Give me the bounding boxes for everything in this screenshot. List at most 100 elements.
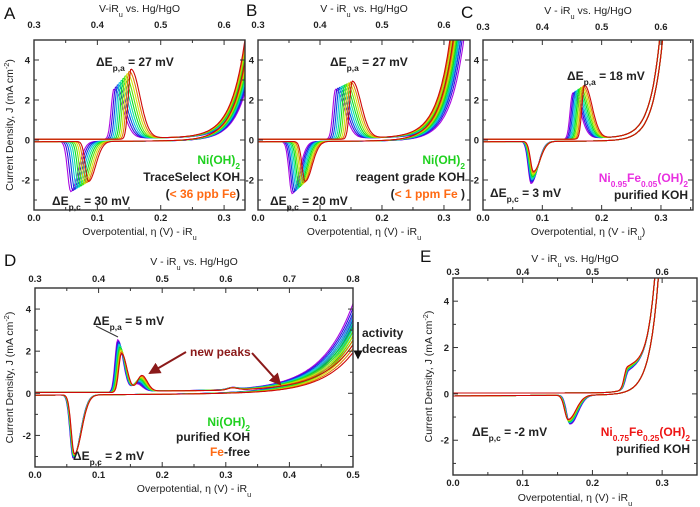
y-tick-label: 2 (26, 347, 31, 358)
top-tick-label: 0.5 (595, 22, 609, 33)
y-tick-label: 0 (25, 136, 30, 147)
y-tick-label: 4 (444, 297, 450, 308)
cycle-10-cathodic-scan (258, 40, 454, 183)
top-axis-label: V - iRu vs. Hg/HgO (544, 5, 632, 21)
x-axis-label: Overpotential, η (V) - iRu (518, 492, 632, 507)
annotation: Ni0.75Fe0.25(OH)2 (601, 425, 691, 443)
x-axis-label: Overpotential, η (V) - iRu (137, 483, 251, 499)
annotation: ΔEp,a = 5 mV (93, 314, 164, 332)
panel-E: 0.0 0.1 0.2 0.3 0.3 0.4 0.5 0.6 -2 0 2 4 V - iRu vs.… (420, 247, 698, 507)
cv-curves (34, 40, 245, 193)
top-tick-label: 0.6 (219, 274, 232, 285)
new-peak-arrow-2 (251, 352, 282, 386)
y-tick-label: 4 (26, 305, 32, 316)
panel-letter: C (461, 3, 473, 22)
x-tick-label: 0.0 (476, 213, 489, 224)
x-tick-label: 0.0 (27, 213, 40, 224)
x-tick-label: 0.3 (219, 470, 232, 481)
top-tick-label: 0.3 (27, 20, 40, 31)
panel-D: 0.0 0.1 0.2 0.3 0.4 0.5 0.3 0.4 0.5 0.6 0.7 0.8 -2 0 2… (2, 251, 408, 499)
y-axis-label: Current Density, J (mA cm-2) (2, 59, 17, 191)
x-axis-label: Overpotential, η (V) - iRu (82, 226, 196, 242)
plot-frame (33, 39, 246, 211)
annotation: (< 1 ppm Fe ) (391, 187, 465, 201)
x-tick-label: 0.5 (346, 470, 360, 481)
top-tick-label: 0.3 (476, 22, 489, 33)
y-tick-label: 2 (249, 96, 254, 107)
top-tick-label: 0.8 (346, 274, 359, 285)
y-tick-label: -2 (471, 176, 479, 187)
annotation: purified KOH (616, 442, 690, 456)
x-tick-label: 0.3 (656, 478, 669, 489)
top-axis-label: V - iRu vs. Hg/HgO (320, 3, 408, 19)
cycle-4-cathodic-scan (34, 79, 245, 189)
top-tick-label: 0.5 (156, 274, 170, 285)
y-tick-label: -2 (246, 176, 254, 187)
annotation: ΔEp,c = 20 mV (270, 194, 348, 212)
x-tick-label: 0.1 (91, 213, 105, 224)
plot-frame (482, 39, 694, 211)
annotation: purified KOH (176, 430, 250, 444)
top-tick-label: 0.4 (313, 20, 327, 31)
annotation: reagent grade KOH (356, 170, 465, 184)
annotation: (< 36 ppb Fe) (166, 187, 240, 201)
annotation: ΔEp,a = 27 mV (330, 55, 408, 73)
y-tick-label: 4 (249, 56, 255, 67)
panel-letter: A (4, 4, 16, 23)
x-tick-label: 0.4 (283, 470, 297, 481)
cycle-6-anodic-scan (34, 53, 245, 140)
cycle-10-cathodic-scan (34, 57, 245, 183)
annotation: Fe-free (210, 445, 250, 459)
cv-curves (483, 40, 664, 184)
top-tick-label: 0.3 (28, 274, 41, 285)
x-tick-label: 0.1 (313, 213, 327, 224)
top-tick-label: 0.7 (283, 274, 296, 285)
y-tick-label: 0 (474, 136, 479, 147)
annotation: ΔEp,c = -2 mV (472, 425, 547, 443)
x-axis-label: Overpotential, η (V - iRu) (531, 226, 645, 242)
top-tick-label: 0.6 (217, 20, 230, 31)
annotation: ΔEp,a = 18 mV (567, 69, 645, 87)
top-tick-label: 0.4 (516, 267, 530, 278)
x-tick-label: 0.3 (217, 213, 230, 224)
panel-letter: B (246, 1, 257, 20)
x-tick-label: 0.3 (437, 213, 450, 224)
cycle-10-anodic-scan (258, 40, 451, 140)
top-axis-label: V - iRu vs. Hg/HgO (531, 253, 619, 269)
plot-frame (452, 277, 698, 476)
x-tick-label: 0.1 (92, 470, 106, 481)
x-tick-label: 0.1 (536, 213, 550, 224)
x-tick-label: 0.2 (595, 213, 608, 224)
annotation: ΔEp,c = 2 mV (73, 449, 144, 467)
cycle-5-anodic-scan (34, 57, 245, 140)
panel-letter: D (4, 251, 16, 270)
x-tick-label: 0.0 (28, 470, 41, 481)
top-tick-label: 0.3 (251, 20, 264, 31)
top-tick-label: 0.5 (375, 20, 389, 31)
x-axis-label: Overpotential, η (V) - iRu (307, 226, 421, 242)
panel-A: 0.0 0.1 0.2 0.3 0.3 0.4 0.5 0.6 -2 0 2 4 V-iRu vs. H… (2, 3, 246, 242)
y-tick-label: -2 (22, 176, 30, 187)
y-tick-label: 4 (25, 56, 31, 67)
annotation: activity (362, 326, 404, 340)
cv-curves (453, 278, 659, 425)
cycle-10-cathodic-scan (483, 40, 664, 173)
top-tick-label: 0.6 (654, 22, 667, 33)
y-tick-label: 2 (474, 96, 479, 107)
new-peak-arrow-1 (148, 351, 187, 375)
annotation: Ni(OH)2 (207, 415, 250, 433)
top-axis-label: V-iRu vs. Hg/HgO (99, 3, 180, 19)
x-tick-label: 0.0 (251, 213, 264, 224)
leader-line (95, 325, 119, 338)
top-tick-label: 0.6 (656, 267, 669, 278)
cycle-10-anodic-scan (35, 343, 353, 393)
x-tick-label: 0.0 (446, 478, 459, 489)
top-tick-label: 0.6 (437, 20, 450, 31)
cycle-10-cathodic-scan (453, 278, 659, 420)
y-tick-label: 0 (249, 136, 254, 147)
y-axis-label: Current Density, J (mA cm-2) (2, 312, 17, 444)
panel-C: 0.0 0.1 0.2 0.3 0.3 0.4 0.5 0.6 -2 0 2 4 V - iRu vs.… (461, 3, 694, 242)
y-tick-label: 0 (26, 389, 31, 400)
